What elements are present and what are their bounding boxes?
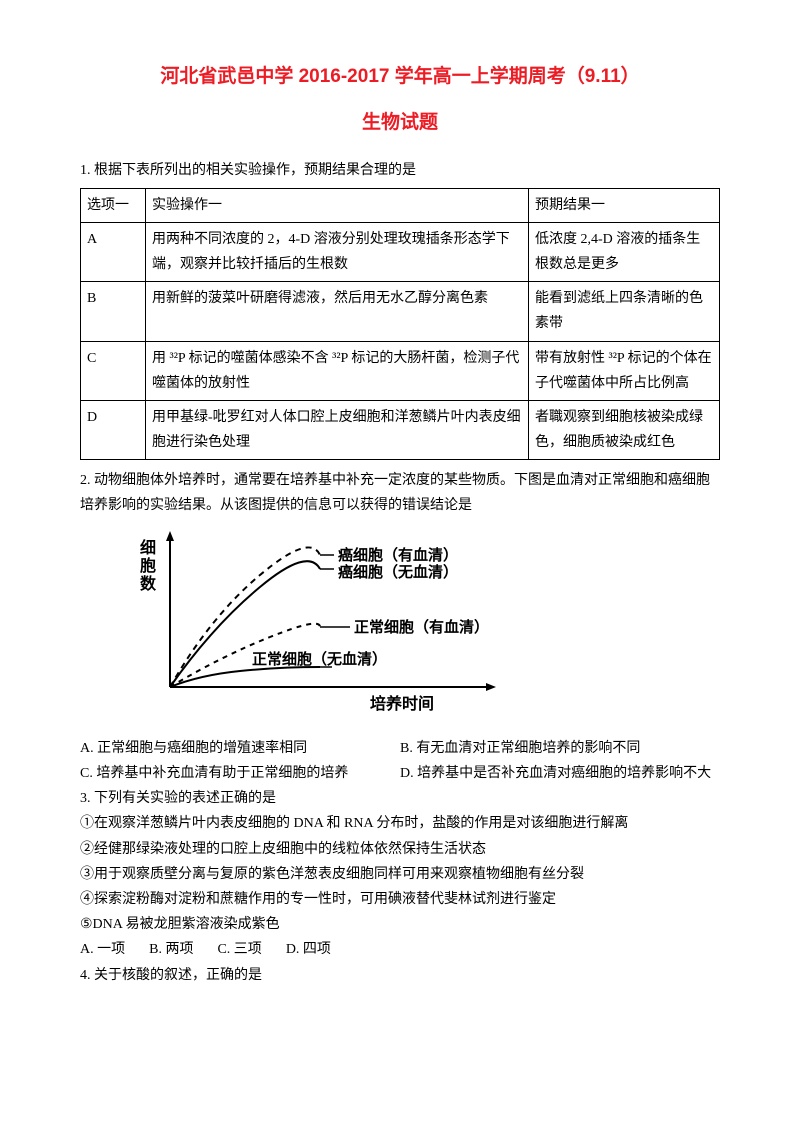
q3-options: A. 一项 B. 两项 C. 三项 D. 四项 (80, 937, 720, 962)
option-d: D. 四项 (286, 937, 355, 962)
cell-operation: 用新鲜的菠菜叶研磨得滤液，然后用无水乙醇分离色素 (146, 282, 529, 341)
chart-series-label: 正常细胞（有血清） (354, 618, 489, 636)
chart-svg: 细 胞 数 培养时间 癌细胞（有血清） 癌细胞（无血清） 正常细胞（有血清） 正… (140, 527, 510, 717)
q3-statement-4: ④探索淀粉酶对淀粉和蔗糖作用的专一性时，可用碘液替代斐林试剂进行鉴定 (80, 887, 720, 912)
q4-stem: 4. 关于核酸的叙述，正确的是 (80, 963, 720, 988)
option-c: C. 培养基中补充血清有助于正常细胞的培养 (80, 761, 400, 786)
q2-options: A. 正常细胞与癌细胞的增殖速率相同 B. 有无血清对正常细胞培养的影响不同 C… (80, 736, 720, 786)
cell-option: A (81, 222, 146, 281)
q3-statement-2: ②经健那绿染液处理的口腔上皮细胞中的线粒体依然保持生活状态 (80, 837, 720, 862)
chart-series-label: 正常细胞（无血清） (252, 650, 387, 668)
title-main: 河北省武邑中学 2016-2017 学年高一上学期周考（9.11） (80, 60, 720, 94)
q3-statement-3: ③用于观察质壁分离与复原的紫色洋葱表皮细胞同样可用来观察植物细胞有丝分裂 (80, 862, 720, 887)
th-operation: 实验操作一 (146, 188, 529, 222)
cell-option: D (81, 400, 146, 459)
chart-ylabel: 细 (140, 538, 156, 557)
q1-stem: 1. 根据下表所列出的相关实验操作，预期结果合理的是 (80, 158, 720, 183)
q2-chart: 细 胞 数 培养时间 癌细胞（有血清） 癌细胞（无血清） 正常细胞（有血清） 正… (140, 527, 720, 726)
cell-operation: 用两种不同浓度的 2，4-D 溶液分别处理玫瑰插条形态学下端，观察并比较扦插后的… (146, 222, 529, 281)
table-row: 选项一 实验操作一 预期结果一 (81, 188, 720, 222)
table-row: B 用新鲜的菠菜叶研磨得滤液，然后用无水乙醇分离色素 能看到滤纸上四条清晰的色素… (81, 282, 720, 341)
option-c: C. 三项 (217, 937, 285, 962)
cell-result: 能看到滤纸上四条清晰的色素带 (529, 282, 720, 341)
option-d: D. 培养基中是否补充血清对癌细胞的培养影响不大 (400, 761, 720, 786)
option-a: A. 正常细胞与癌细胞的增殖速率相同 (80, 736, 400, 761)
q2-stem-line1: 2. 动物细胞体外培养时，通常要在培养基中补充一定浓度的某些物质。下图是血清对正… (80, 468, 720, 493)
option-a: A. 一项 (80, 937, 149, 962)
chart-series-label: 癌细胞（有血清） (338, 546, 458, 564)
q2-stem-line2: 培养影响的实验结果。从该图提供的信息可以获得的错误结论是 (80, 493, 720, 518)
table-row: D 用甲基绿-吡罗红对人体口腔上皮细胞和洋葱鳞片叶内表皮细胞进行染色处理 者職观… (81, 400, 720, 459)
option-b: B. 有无血清对正常细胞培养的影响不同 (400, 736, 720, 761)
q3-statement-5: ⑤DNA 易被龙胆紫溶液染成紫色 (80, 912, 720, 937)
cell-result: 者職观察到细胞核被染成绿色，细胞质被染成红色 (529, 400, 720, 459)
q3-stem: 3. 下列有关实验的表述正确的是 (80, 786, 720, 811)
page: 河北省武邑中学 2016-2017 学年高一上学期周考（9.11） 生物试题 1… (0, 0, 800, 1028)
q1-table: 选项一 实验操作一 预期结果一 A 用两种不同浓度的 2，4-D 溶液分别处理玫… (80, 188, 720, 461)
cell-option: B (81, 282, 146, 341)
q3-statement-1: ①在观察洋葱鳞片叶内表皮细胞的 DNA 和 RNA 分布时，盐酸的作用是对该细胞… (80, 811, 720, 836)
cell-result: 带有放射性 ³²P 标记的个体在子代噬菌体中所占比例高 (529, 341, 720, 400)
chart-ylabel: 数 (140, 574, 157, 593)
chart-ylabel: 胞 (140, 556, 156, 575)
th-result: 预期结果一 (529, 188, 720, 222)
cell-option: C (81, 341, 146, 400)
cell-operation: 用甲基绿-吡罗红对人体口腔上皮细胞和洋葱鳞片叶内表皮细胞进行染色处理 (146, 400, 529, 459)
th-option: 选项一 (81, 188, 146, 222)
cell-operation: 用 ³²P 标记的噬菌体感染不含 ³²P 标记的大肠杆菌，检测子代噬菌体的放射性 (146, 341, 529, 400)
cell-result: 低浓度 2,4-D 溶液的插条生根数总是更多 (529, 222, 720, 281)
title-sub: 生物试题 (80, 106, 720, 140)
table-row: C 用 ³²P 标记的噬菌体感染不含 ³²P 标记的大肠杆菌，检测子代噬菌体的放… (81, 341, 720, 400)
option-b: B. 两项 (149, 937, 217, 962)
chart-xlabel: 培养时间 (370, 694, 434, 713)
table-row: A 用两种不同浓度的 2，4-D 溶液分别处理玫瑰插条形态学下端，观察并比较扦插… (81, 222, 720, 281)
chart-series-label: 癌细胞（无血清） (338, 563, 458, 581)
